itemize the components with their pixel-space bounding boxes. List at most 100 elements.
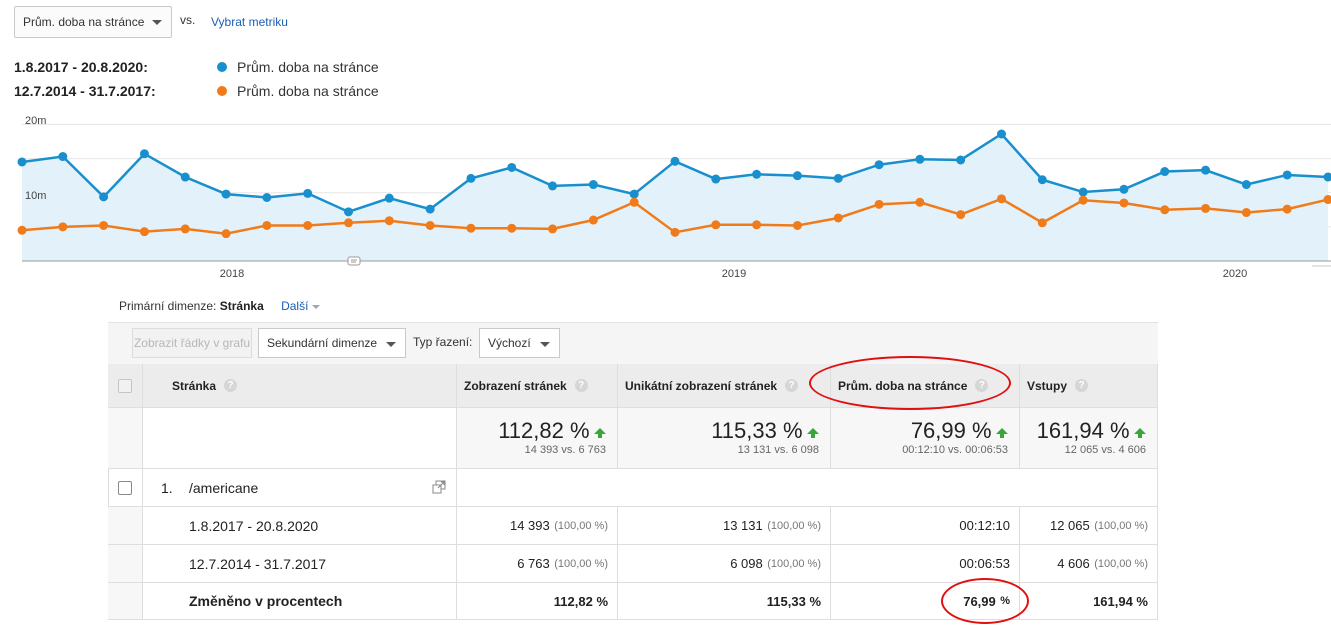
- data-point-orange[interactable]: [1323, 195, 1331, 205]
- data-point-orange[interactable]: [221, 229, 231, 239]
- help-icon[interactable]: ?: [224, 379, 238, 392]
- column-header-entrances[interactable]: Vstupy?: [1020, 364, 1158, 408]
- help-icon[interactable]: ?: [785, 379, 799, 392]
- change-unique: 115,33 %: [618, 583, 831, 620]
- data-point-orange[interactable]: [384, 216, 394, 226]
- data-point-orange[interactable]: [1160, 205, 1170, 215]
- data-point-orange[interactable]: [466, 223, 476, 233]
- subrow-pageviews: 6 763 (100,00 %): [457, 545, 618, 583]
- data-point-blue[interactable]: [180, 172, 190, 182]
- data-point-blue[interactable]: [425, 204, 435, 214]
- data-point-blue[interactable]: [833, 173, 843, 183]
- data-point-blue[interactable]: [629, 189, 639, 199]
- data-point-orange[interactable]: [1241, 208, 1251, 218]
- data-point-blue[interactable]: [588, 180, 598, 190]
- data-point-orange[interactable]: [956, 210, 966, 220]
- chevron-down-icon: [152, 20, 162, 25]
- pick-metric-link[interactable]: Vybrat metriku: [211, 15, 288, 29]
- data-point-blue[interactable]: [384, 193, 394, 203]
- data-point-orange[interactable]: [588, 215, 598, 225]
- data-point-blue[interactable]: [792, 171, 802, 181]
- data-point-orange[interactable]: [303, 220, 313, 230]
- data-point-blue[interactable]: [507, 162, 517, 172]
- secondary-dimension-dropdown[interactable]: Sekundární dimenze: [258, 328, 406, 358]
- percent: (100,00 %): [1094, 557, 1148, 570]
- data-point-blue[interactable]: [548, 181, 558, 191]
- data-point-blue[interactable]: [262, 192, 272, 202]
- data-point-blue[interactable]: [466, 173, 476, 183]
- data-point-orange[interactable]: [833, 213, 843, 223]
- column-header-page[interactable]: Stránka?: [143, 364, 457, 408]
- data-point-blue[interactable]: [17, 157, 27, 167]
- data-point-blue[interactable]: [874, 160, 884, 170]
- data-point-orange[interactable]: [507, 223, 517, 233]
- data-point-blue[interactable]: [915, 154, 925, 164]
- sort-type-dropdown[interactable]: Výchozí: [479, 328, 560, 358]
- data-point-orange[interactable]: [548, 224, 558, 234]
- data-point-blue[interactable]: [1119, 184, 1129, 194]
- legend-date-range-1: 1.8.2017 - 20.8.2020:: [14, 59, 148, 75]
- column-header-unique-pageviews[interactable]: Unikátní zobrazení stránek?: [618, 364, 831, 408]
- data-point-blue[interactable]: [956, 155, 966, 165]
- data-point-blue[interactable]: [1078, 187, 1088, 197]
- x-tick-label: 2019: [722, 268, 746, 280]
- data-point-orange[interactable]: [180, 224, 190, 234]
- data-point-orange[interactable]: [262, 220, 272, 230]
- data-point-orange[interactable]: [874, 199, 884, 209]
- select-all-checkbox[interactable]: [118, 378, 132, 393]
- row-page-link[interactable]: /americane: [189, 479, 259, 496]
- data-point-orange[interactable]: [58, 222, 68, 232]
- metric-select[interactable]: Prům. doba na stránce: [14, 6, 172, 38]
- data-point-orange[interactable]: [1282, 204, 1292, 214]
- row-checkbox[interactable]: [118, 480, 132, 495]
- annotation-icon[interactable]: [347, 256, 361, 266]
- value: 00:06:53: [959, 556, 1010, 571]
- data-point-blue[interactable]: [1282, 170, 1292, 180]
- data-point-orange[interactable]: [425, 220, 435, 230]
- data-point-orange[interactable]: [752, 220, 762, 230]
- data-point-blue[interactable]: [99, 192, 109, 202]
- data-point-blue[interactable]: [344, 207, 353, 217]
- data-point-orange[interactable]: [1037, 218, 1047, 228]
- data-point-orange[interactable]: [792, 220, 802, 230]
- show-rows-in-chart-button[interactable]: Zobrazit řádky v grafu: [132, 328, 252, 358]
- data-point-blue[interactable]: [997, 129, 1006, 139]
- data-point-orange[interactable]: [17, 225, 27, 235]
- sort-type-label: Typ řazení:: [413, 335, 473, 349]
- help-icon[interactable]: ?: [574, 379, 588, 392]
- data-point-orange[interactable]: [1119, 198, 1129, 208]
- data-point-blue[interactable]: [670, 156, 680, 166]
- percent: (100,00 %): [767, 557, 821, 570]
- data-point-blue[interactable]: [1037, 175, 1047, 185]
- data-point-orange[interactable]: [997, 194, 1006, 204]
- data-point-blue[interactable]: [139, 149, 149, 159]
- data-point-orange[interactable]: [711, 220, 721, 230]
- data-point-blue[interactable]: [303, 188, 313, 198]
- column-header-pageviews[interactable]: Zobrazení stránek?: [457, 364, 618, 408]
- help-icon[interactable]: ?: [1075, 379, 1089, 392]
- data-point-blue[interactable]: [752, 169, 762, 179]
- data-point-blue[interactable]: [58, 152, 68, 162]
- data-point-blue[interactable]: [1201, 165, 1211, 175]
- data-point-orange[interactable]: [629, 197, 639, 207]
- primary-dimension-other[interactable]: Další: [281, 299, 321, 313]
- data-point-orange[interactable]: [915, 197, 925, 207]
- x-tick-label: 2018: [220, 268, 244, 280]
- data-point-blue[interactable]: [1241, 180, 1251, 190]
- data-point-orange[interactable]: [344, 218, 353, 228]
- primary-dimension-value[interactable]: Stránka: [219, 299, 264, 313]
- data-point-orange[interactable]: [139, 227, 149, 237]
- data-point-orange[interactable]: [99, 220, 109, 230]
- data-point-blue[interactable]: [221, 189, 231, 199]
- data-point-orange[interactable]: [670, 227, 680, 237]
- data-point-blue[interactable]: [1323, 172, 1331, 182]
- open-page-icon[interactable]: [432, 480, 446, 494]
- value: 6 098: [730, 556, 763, 571]
- percent: (100,00 %): [554, 519, 608, 532]
- value: 6 763: [517, 556, 550, 571]
- subrow-pageviews: 14 393 (100,00 %): [457, 507, 618, 545]
- data-point-orange[interactable]: [1078, 195, 1088, 205]
- data-point-blue[interactable]: [1160, 167, 1170, 177]
- data-point-orange[interactable]: [1201, 203, 1211, 213]
- data-point-blue[interactable]: [711, 174, 721, 184]
